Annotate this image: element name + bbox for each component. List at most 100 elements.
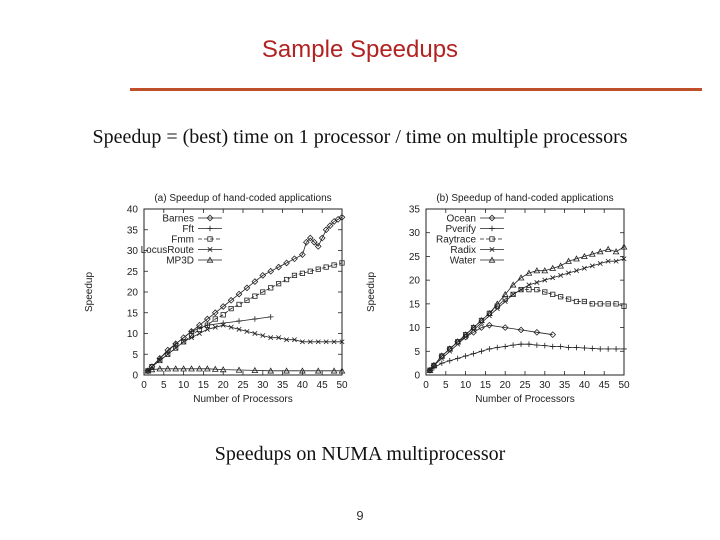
- data-point: [326, 222, 334, 229]
- y-tick-label: 20: [409, 276, 421, 287]
- x-tick-label: 15: [480, 380, 492, 391]
- data-point: [235, 290, 243, 298]
- data-point: [573, 344, 580, 351]
- x-tick-label: 50: [618, 380, 630, 391]
- data-point: [252, 293, 258, 299]
- legend-marker: [206, 214, 214, 222]
- y-tick-label: 15: [409, 299, 421, 310]
- series-line: [429, 289, 625, 371]
- data-point: [330, 367, 338, 374]
- data-point: [589, 345, 596, 352]
- data-point: [243, 284, 251, 292]
- data-point: [581, 265, 587, 271]
- data-point: [613, 346, 619, 352]
- y-tick-label: 35: [409, 205, 421, 216]
- data-point: [172, 365, 180, 372]
- data-point: [518, 287, 524, 293]
- data-point: [612, 248, 620, 255]
- data-point: [283, 276, 290, 283]
- data-point: [338, 367, 346, 374]
- data-point: [462, 353, 469, 359]
- data-point: [331, 262, 337, 268]
- data-point: [526, 341, 532, 347]
- data-point: [156, 355, 164, 362]
- data-point: [314, 367, 322, 374]
- data-point: [211, 365, 219, 372]
- data-point: [260, 289, 266, 295]
- x-tick-label: 0: [141, 380, 147, 391]
- data-point: [588, 250, 596, 257]
- x-tick-label: 10: [178, 380, 190, 391]
- y-tick-label: 10: [127, 329, 139, 340]
- y-axis-label: Speedup: [366, 272, 377, 312]
- legend-label: Fft: [182, 224, 194, 235]
- data-point: [597, 301, 603, 307]
- legend-marker: [206, 256, 214, 263]
- slide-title: Sample Speedups: [261, 36, 459, 63]
- legend-marker: [489, 236, 495, 242]
- data-point: [196, 331, 202, 336]
- speedup-chart-a: (a) Speedup of hand-coded applications 0 5…: [84, 193, 348, 405]
- series-pverify: [427, 341, 627, 374]
- data-point: [478, 348, 485, 355]
- data-point: [454, 338, 462, 345]
- data-point: [307, 339, 313, 345]
- data-point: [145, 368, 151, 374]
- data-point: [542, 289, 548, 295]
- data-point: [307, 268, 313, 274]
- data-point: [565, 344, 572, 351]
- data-point: [339, 260, 345, 266]
- data-point: [299, 339, 305, 345]
- legend-marker: [207, 236, 213, 242]
- y-tick-label: 40: [127, 205, 139, 216]
- data-point: [501, 290, 509, 297]
- x-tick-label: 25: [237, 380, 249, 391]
- series-locusroute: [145, 322, 345, 374]
- data-point: [533, 328, 541, 336]
- legend-label: MP3D: [166, 256, 194, 267]
- data-point: [486, 346, 493, 352]
- data-point: [148, 366, 156, 373]
- x-tick-label: 15: [198, 380, 210, 391]
- data-point: [550, 291, 556, 297]
- data-point: [557, 343, 564, 350]
- data-point: [338, 213, 346, 221]
- data-point: [235, 366, 243, 373]
- data-point: [605, 301, 611, 307]
- y-tick-label: 5: [414, 347, 420, 358]
- x-tick-label: 35: [277, 380, 289, 391]
- data-point: [510, 291, 516, 297]
- data-point: [439, 360, 445, 366]
- data-point: [315, 266, 321, 272]
- data-point: [173, 345, 179, 351]
- data-point: [228, 324, 234, 330]
- legend-label: Barnes: [162, 214, 194, 225]
- data-point: [510, 291, 516, 297]
- data-point: [581, 252, 588, 260]
- x-axis-label: Number of Processors: [193, 394, 292, 405]
- figure-caption: Speedups on NUMA multiprocessor: [214, 443, 506, 465]
- data-point: [597, 346, 604, 352]
- data-point: [525, 269, 533, 276]
- legend-label: Water: [450, 256, 477, 267]
- data-point: [323, 339, 329, 345]
- data-point: [173, 345, 179, 351]
- data-point: [188, 365, 195, 372]
- x-tick-label: 40: [297, 380, 309, 391]
- data-point: [284, 337, 290, 343]
- data-point: [426, 366, 434, 373]
- data-point: [236, 318, 242, 324]
- y-tick-label: 10: [409, 323, 421, 334]
- data-point: [204, 326, 210, 332]
- y-tick-label: 30: [409, 228, 421, 239]
- data-point: [144, 367, 152, 374]
- legend-marker: [489, 247, 495, 252]
- legend-marker: [207, 247, 213, 252]
- data-point: [446, 357, 453, 364]
- data-point: [149, 364, 155, 370]
- data-point: [526, 282, 532, 288]
- data-point: [220, 312, 226, 318]
- series-fmm: [145, 260, 345, 374]
- x-tick-label: 5: [443, 380, 449, 391]
